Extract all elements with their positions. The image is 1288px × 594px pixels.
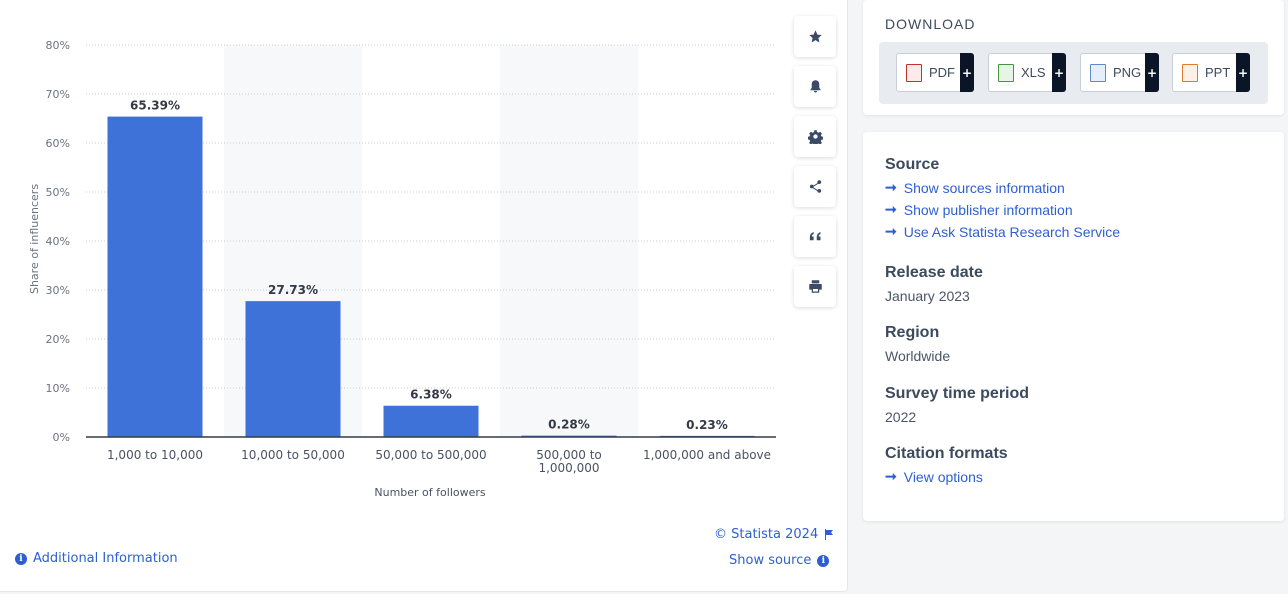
data-label: 0.28% — [548, 418, 590, 432]
data-label: 27.73% — [268, 283, 318, 297]
info-icon: i — [817, 554, 830, 567]
data-label: 6.38% — [410, 388, 452, 402]
xls-file-icon — [998, 63, 1014, 82]
survey-period-heading: Survey time period — [885, 385, 1030, 402]
bar-chart: 0% 10% 20% 30% 40% 50% 60% 70% 80% 65.39% 1,000 to… — [28, 39, 776, 499]
survey-period-section: Survey time period 2022 — [885, 385, 1029, 425]
plus-icon: + — [960, 53, 974, 92]
bar — [383, 405, 479, 437]
plus-icon: + — [1052, 53, 1066, 92]
y-tick-label: 70% — [46, 88, 70, 101]
quote-icon — [809, 232, 820, 241]
bar — [245, 301, 341, 437]
share-button[interactable] — [794, 166, 836, 207]
share-icon — [809, 180, 821, 193]
additional-information-text: Additional Information — [33, 551, 178, 566]
notification-button[interactable] — [794, 66, 836, 107]
bell-icon — [810, 80, 820, 93]
download-title: DOWNLOAD — [885, 16, 976, 32]
download-xls-button[interactable]: XLS + — [988, 53, 1066, 92]
show-source-link[interactable]: Show source i — [729, 553, 830, 568]
download-pdf-label: PDF — [929, 65, 955, 80]
y-tick-label: 60% — [46, 137, 70, 150]
release-date-heading: Release date — [885, 264, 983, 281]
data-label: 0.23% — [686, 418, 728, 432]
x-tick-label: 50,000 to 500,000 — [375, 448, 486, 462]
x-tick-label: 1,000,000 and above — [643, 448, 771, 462]
y-tick-label: 50% — [46, 186, 70, 199]
arrow-right-icon: ➞ — [885, 223, 897, 239]
x-tick-label: 1,000 to 10,000 — [107, 448, 203, 462]
download-ppt-button[interactable]: PPT + — [1172, 53, 1250, 92]
y-tick-label: 30% — [46, 284, 70, 297]
ask-statista-text: Use Ask Statista Research Service — [903, 223, 1121, 240]
arrow-right-icon: ➞ — [885, 201, 897, 217]
pdf-file-icon — [906, 63, 922, 82]
cite-button[interactable] — [794, 216, 836, 257]
print-button[interactable] — [794, 266, 836, 307]
ask-statista-link[interactable]: ➞ Use Ask Statista Research Service — [885, 223, 1120, 240]
download-buttons-row: PDF + XLS + PNG + PPT + — [879, 42, 1268, 104]
y-tick-label: 80% — [46, 39, 70, 52]
plus-icon: + — [1145, 53, 1159, 92]
region-section: Region Worldwide — [885, 324, 950, 364]
statistic-info-panel: Source ➞ Show sources information ➞ Show p… — [863, 132, 1284, 521]
download-png-label: PNG — [1113, 65, 1142, 80]
y-tick-label: 20% — [46, 333, 70, 346]
survey-period-value: 2022 — [885, 409, 917, 425]
citation-heading: Citation formats — [885, 445, 1008, 462]
additional-information-link[interactable]: i Additional Information — [15, 551, 178, 566]
citation-section: Citation formats ➞ View options — [885, 445, 1008, 485]
y-tick-label: 0% — [53, 431, 70, 444]
png-file-icon — [1090, 63, 1106, 82]
download-panel: DOWNLOAD PDF + XLS + PNG + PPT + — [863, 0, 1284, 115]
chart-card: 0% 10% 20% 30% 40% 50% 60% 70% 80% 65.39% 1,000 to… — [0, 0, 848, 592]
region-value: Worldwide — [885, 348, 951, 364]
x-tick-label: 500,000 to — [536, 448, 601, 462]
x-axis-title: Number of followers — [374, 486, 486, 499]
ppt-file-icon — [1182, 63, 1198, 82]
y-axis-title: Share of influencers — [28, 184, 41, 294]
region-heading: Region — [885, 324, 940, 341]
data-label: 65.39% — [130, 99, 180, 113]
show-sources-text: Show sources information — [903, 179, 1065, 196]
arrow-right-icon: ➞ — [885, 179, 897, 195]
release-date-section: Release date January 2023 — [885, 264, 983, 304]
favorite-button[interactable] — [794, 16, 836, 57]
settings-button[interactable] — [794, 116, 836, 157]
bar — [107, 116, 203, 438]
x-tick-label: 1,000,000 — [538, 461, 599, 475]
y-tick-label: 40% — [46, 235, 70, 248]
x-tick-label: 10,000 to 50,000 — [241, 448, 345, 462]
show-source-text: Show source — [729, 553, 812, 568]
show-publisher-text: Show publisher information — [903, 201, 1073, 218]
view-options-text: View options — [903, 468, 983, 485]
source-heading: Source — [885, 156, 940, 173]
download-pdf-button[interactable]: PDF + — [896, 53, 974, 92]
release-date-value: January 2023 — [885, 288, 970, 304]
download-xls-label: XLS — [1021, 65, 1046, 80]
copyright-text: © Statista 2024 — [714, 527, 819, 542]
info-icon: i — [15, 552, 27, 565]
copyright-link[interactable]: © Statista 2024 — [714, 527, 834, 542]
plus-icon: + — [1236, 53, 1250, 92]
show-publisher-link[interactable]: ➞ Show publisher information — [885, 201, 1120, 218]
download-png-button[interactable]: PNG + — [1080, 53, 1159, 92]
view-options-link[interactable]: ➞ View options — [885, 468, 1008, 485]
download-ppt-label: PPT — [1205, 65, 1231, 80]
y-tick-label: 10% — [46, 382, 70, 395]
star-icon — [808, 30, 822, 43]
show-sources-link[interactable]: ➞ Show sources information — [885, 179, 1120, 196]
arrow-right-icon: ➞ — [885, 468, 897, 484]
source-section: Source ➞ Show sources information ➞ Show p… — [885, 156, 1120, 240]
chart-toolbar — [794, 16, 836, 316]
print-icon — [808, 280, 822, 293]
flag-icon — [825, 529, 834, 540]
gear-icon — [807, 130, 823, 144]
